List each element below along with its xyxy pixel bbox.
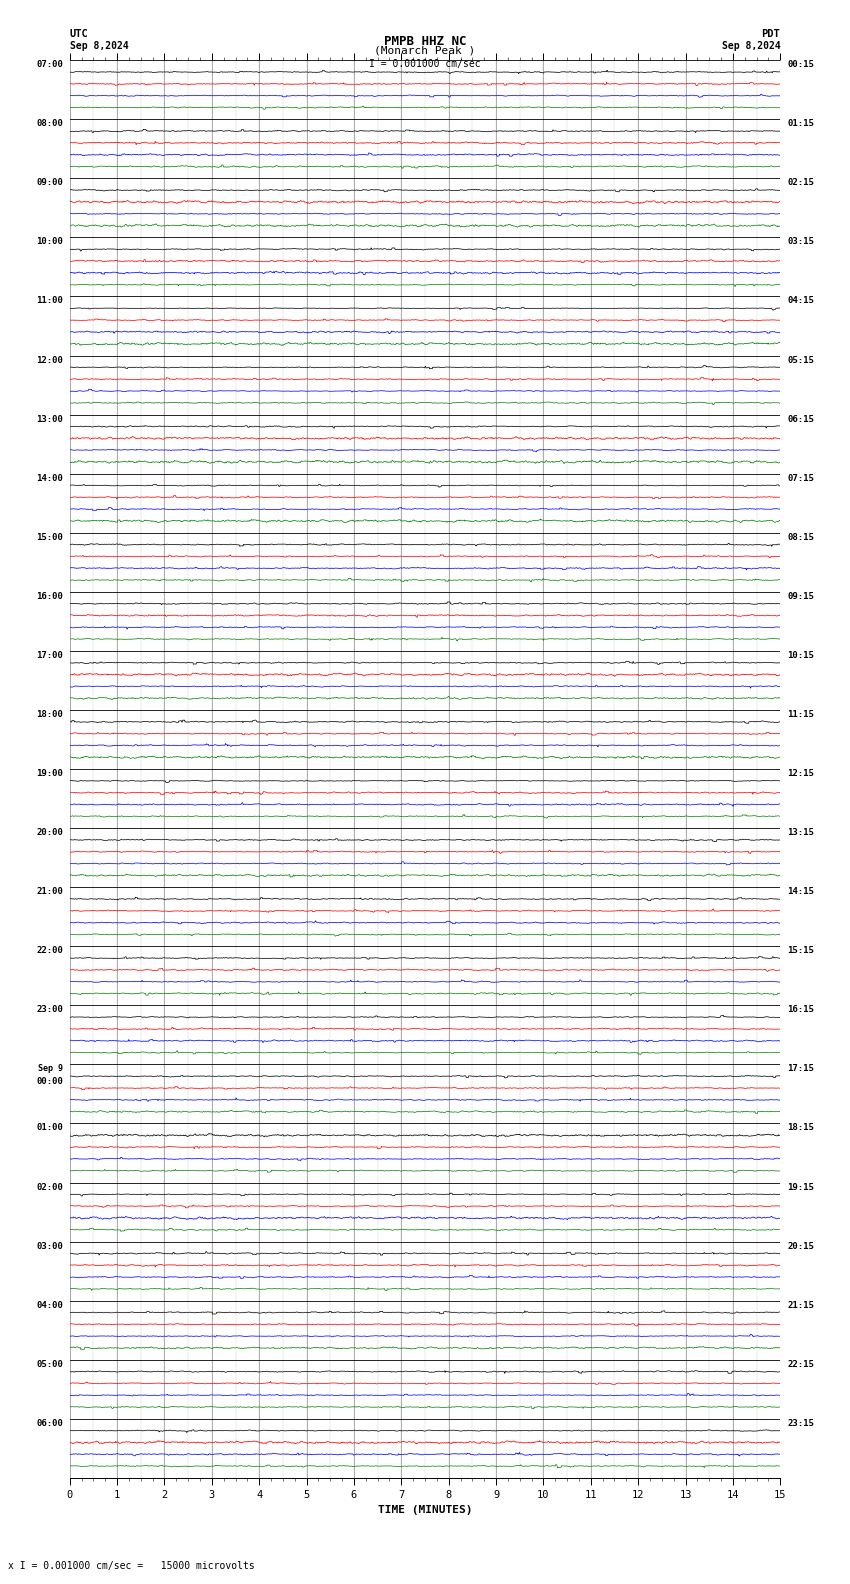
Text: 12:15: 12:15 <box>787 768 814 778</box>
Text: 05:00: 05:00 <box>36 1359 63 1369</box>
Text: 17:15: 17:15 <box>787 1064 814 1074</box>
Text: 09:00: 09:00 <box>36 179 63 187</box>
Text: Sep 8,2024: Sep 8,2024 <box>722 41 780 51</box>
Text: 22:15: 22:15 <box>787 1359 814 1369</box>
Text: Sep 9: Sep 9 <box>38 1064 63 1074</box>
Text: 23:15: 23:15 <box>787 1419 814 1427</box>
Text: 13:15: 13:15 <box>787 828 814 836</box>
Text: Sep 8,2024: Sep 8,2024 <box>70 41 128 51</box>
Text: 19:15: 19:15 <box>787 1183 814 1191</box>
Text: 10:00: 10:00 <box>36 238 63 247</box>
Text: 18:00: 18:00 <box>36 710 63 719</box>
Text: 15:00: 15:00 <box>36 532 63 542</box>
Text: 23:00: 23:00 <box>36 1006 63 1014</box>
X-axis label: TIME (MINUTES): TIME (MINUTES) <box>377 1505 473 1516</box>
Text: 04:00: 04:00 <box>36 1300 63 1310</box>
Text: UTC: UTC <box>70 29 88 38</box>
Text: 13:00: 13:00 <box>36 415 63 423</box>
Text: 08:15: 08:15 <box>787 532 814 542</box>
Text: 01:15: 01:15 <box>787 119 814 128</box>
Text: PDT: PDT <box>762 29 780 38</box>
Text: 03:00: 03:00 <box>36 1242 63 1251</box>
Text: 06:15: 06:15 <box>787 415 814 423</box>
Text: 12:00: 12:00 <box>36 355 63 364</box>
Text: 05:15: 05:15 <box>787 355 814 364</box>
Text: 00:15: 00:15 <box>787 60 814 70</box>
Text: 22:00: 22:00 <box>36 946 63 955</box>
Text: 00:00: 00:00 <box>36 1077 63 1087</box>
Text: 08:00: 08:00 <box>36 119 63 128</box>
Text: 15:15: 15:15 <box>787 946 814 955</box>
Text: 20:15: 20:15 <box>787 1242 814 1251</box>
Text: I = 0.001000 cm/sec: I = 0.001000 cm/sec <box>369 59 481 68</box>
Text: 14:00: 14:00 <box>36 474 63 483</box>
Text: x I = 0.001000 cm/sec =   15000 microvolts: x I = 0.001000 cm/sec = 15000 microvolts <box>8 1562 255 1571</box>
Text: 20:00: 20:00 <box>36 828 63 836</box>
Text: 06:00: 06:00 <box>36 1419 63 1427</box>
Text: 18:15: 18:15 <box>787 1123 814 1133</box>
Text: 19:00: 19:00 <box>36 768 63 778</box>
Text: 09:15: 09:15 <box>787 592 814 600</box>
Text: (Monarch Peak ): (Monarch Peak ) <box>374 46 476 55</box>
Text: 07:15: 07:15 <box>787 474 814 483</box>
Text: 16:00: 16:00 <box>36 592 63 600</box>
Text: 11:15: 11:15 <box>787 710 814 719</box>
Text: 21:00: 21:00 <box>36 887 63 897</box>
Text: 04:15: 04:15 <box>787 296 814 306</box>
Text: 17:00: 17:00 <box>36 651 63 661</box>
Text: 07:00: 07:00 <box>36 60 63 70</box>
Text: 01:00: 01:00 <box>36 1123 63 1133</box>
Text: 16:15: 16:15 <box>787 1006 814 1014</box>
Text: 11:00: 11:00 <box>36 296 63 306</box>
Text: 10:15: 10:15 <box>787 651 814 661</box>
Text: 14:15: 14:15 <box>787 887 814 897</box>
Text: PMPB HHZ NC: PMPB HHZ NC <box>383 35 467 48</box>
Text: 02:15: 02:15 <box>787 179 814 187</box>
Text: 03:15: 03:15 <box>787 238 814 247</box>
Text: 02:00: 02:00 <box>36 1183 63 1191</box>
Text: 21:15: 21:15 <box>787 1300 814 1310</box>
